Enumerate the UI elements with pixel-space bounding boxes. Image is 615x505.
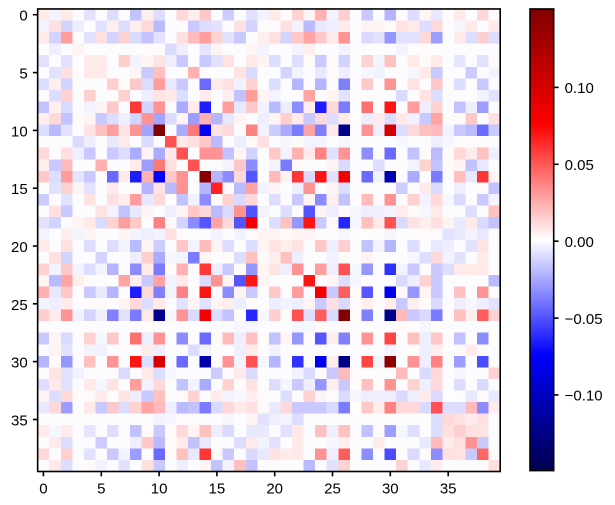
svg-text:5: 5 bbox=[97, 481, 105, 498]
svg-text:−0.10: −0.10 bbox=[565, 388, 603, 405]
svg-text:20: 20 bbox=[11, 239, 28, 256]
svg-text:15: 15 bbox=[209, 481, 226, 498]
svg-text:−0.05: −0.05 bbox=[565, 311, 603, 328]
svg-text:0.05: 0.05 bbox=[565, 157, 594, 174]
svg-text:0.10: 0.10 bbox=[565, 80, 594, 97]
svg-text:0.00: 0.00 bbox=[565, 234, 594, 251]
svg-text:30: 30 bbox=[382, 481, 399, 498]
svg-text:5: 5 bbox=[19, 66, 27, 83]
svg-text:0: 0 bbox=[19, 8, 27, 25]
svg-text:35: 35 bbox=[11, 413, 28, 430]
svg-text:15: 15 bbox=[11, 181, 28, 198]
svg-text:30: 30 bbox=[11, 355, 28, 372]
svg-text:35: 35 bbox=[440, 481, 457, 498]
svg-text:10: 10 bbox=[151, 481, 168, 498]
svg-text:20: 20 bbox=[266, 481, 283, 498]
svg-text:25: 25 bbox=[324, 481, 341, 498]
svg-text:0: 0 bbox=[39, 481, 47, 498]
svg-text:10: 10 bbox=[11, 123, 28, 140]
svg-text:25: 25 bbox=[11, 297, 28, 314]
